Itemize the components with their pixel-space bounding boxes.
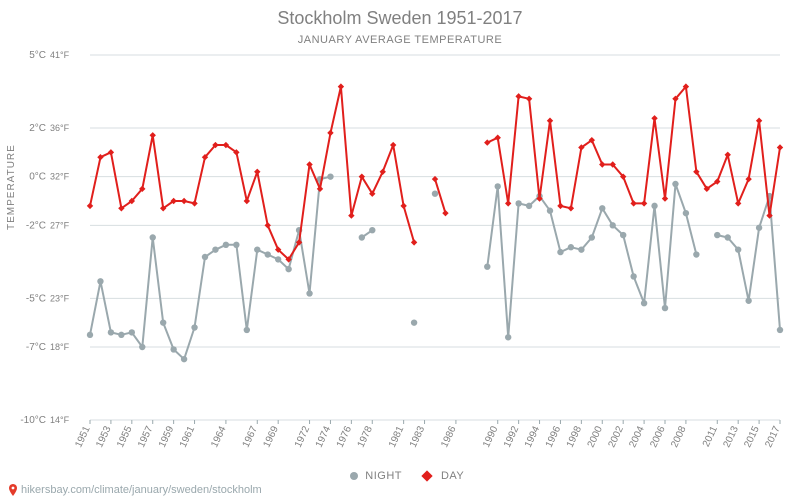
footer: hikersbay.com/climate/january/sweden/sto… <box>8 484 262 496</box>
svg-text:41°F: 41°F <box>50 50 70 60</box>
svg-text:-10°C: -10°C <box>20 415 46 426</box>
svg-text:1959: 1959 <box>157 424 177 449</box>
svg-text:1981: 1981 <box>387 424 407 449</box>
svg-text:-2°C: -2°C <box>26 220 46 231</box>
svg-text:1990: 1990 <box>481 424 501 449</box>
svg-text:27°F: 27°F <box>50 220 70 230</box>
svg-text:1955: 1955 <box>115 424 135 449</box>
svg-text:1967: 1967 <box>241 424 261 449</box>
svg-text:-7°C: -7°C <box>26 342 46 353</box>
legend-swatch-night <box>350 472 358 480</box>
chart-container: Stockholm Sweden 1951-2017 JANUARY AVERA… <box>0 0 800 500</box>
svg-text:2000: 2000 <box>586 424 606 449</box>
svg-text:2017: 2017 <box>763 424 783 449</box>
svg-text:2006: 2006 <box>648 424 668 449</box>
legend-swatch-day <box>422 470 433 481</box>
svg-text:14°F: 14°F <box>50 415 70 425</box>
svg-text:2011: 2011 <box>701 424 720 449</box>
svg-text:2015: 2015 <box>742 424 762 449</box>
svg-text:1951: 1951 <box>73 424 93 449</box>
svg-text:1983: 1983 <box>408 424 428 449</box>
legend-label-night: NIGHT <box>365 470 402 482</box>
svg-text:0°C: 0°C <box>29 172 46 183</box>
svg-text:2008: 2008 <box>669 424 689 449</box>
svg-text:2002: 2002 <box>607 424 627 449</box>
svg-text:1996: 1996 <box>544 424 564 449</box>
svg-text:1994: 1994 <box>523 424 543 449</box>
svg-text:1986: 1986 <box>439 424 459 449</box>
location-pin-icon <box>8 484 18 496</box>
svg-text:2004: 2004 <box>627 424 647 449</box>
svg-text:1964: 1964 <box>209 424 229 449</box>
chart-title: Stockholm Sweden 1951-2017 <box>0 8 800 29</box>
svg-text:2013: 2013 <box>722 424 742 449</box>
legend-label-day: DAY <box>441 470 464 482</box>
svg-text:32°F: 32°F <box>50 172 70 182</box>
svg-text:23°F: 23°F <box>50 293 70 303</box>
svg-text:1998: 1998 <box>565 424 585 449</box>
svg-text:-5°C: -5°C <box>26 293 46 304</box>
svg-text:1978: 1978 <box>356 424 376 449</box>
svg-text:1969: 1969 <box>262 424 282 449</box>
svg-text:1961: 1961 <box>178 424 198 449</box>
svg-text:18°F: 18°F <box>50 342 70 352</box>
svg-text:36°F: 36°F <box>50 123 70 133</box>
svg-text:1953: 1953 <box>94 424 114 449</box>
y-axis-label: TEMPERATURE <box>6 144 17 230</box>
legend: NIGHT DAY <box>0 470 800 482</box>
chart-svg: 5°C 41°F 2°C 36°F 0°C 32°F -2°C 27°F -5°C 23°F -7°… <box>0 0 800 500</box>
svg-text:2°C: 2°C <box>29 123 46 134</box>
svg-text:1972: 1972 <box>293 424 313 449</box>
svg-text:1974: 1974 <box>314 424 334 449</box>
footer-url: hikersbay.com/climate/january/sweden/sto… <box>21 484 262 496</box>
chart-subtitle: JANUARY AVERAGE TEMPERATURE <box>0 34 800 46</box>
svg-text:1976: 1976 <box>335 424 355 449</box>
svg-text:1957: 1957 <box>136 424 156 449</box>
svg-text:5°C: 5°C <box>29 50 46 61</box>
svg-text:1992: 1992 <box>502 424 522 449</box>
